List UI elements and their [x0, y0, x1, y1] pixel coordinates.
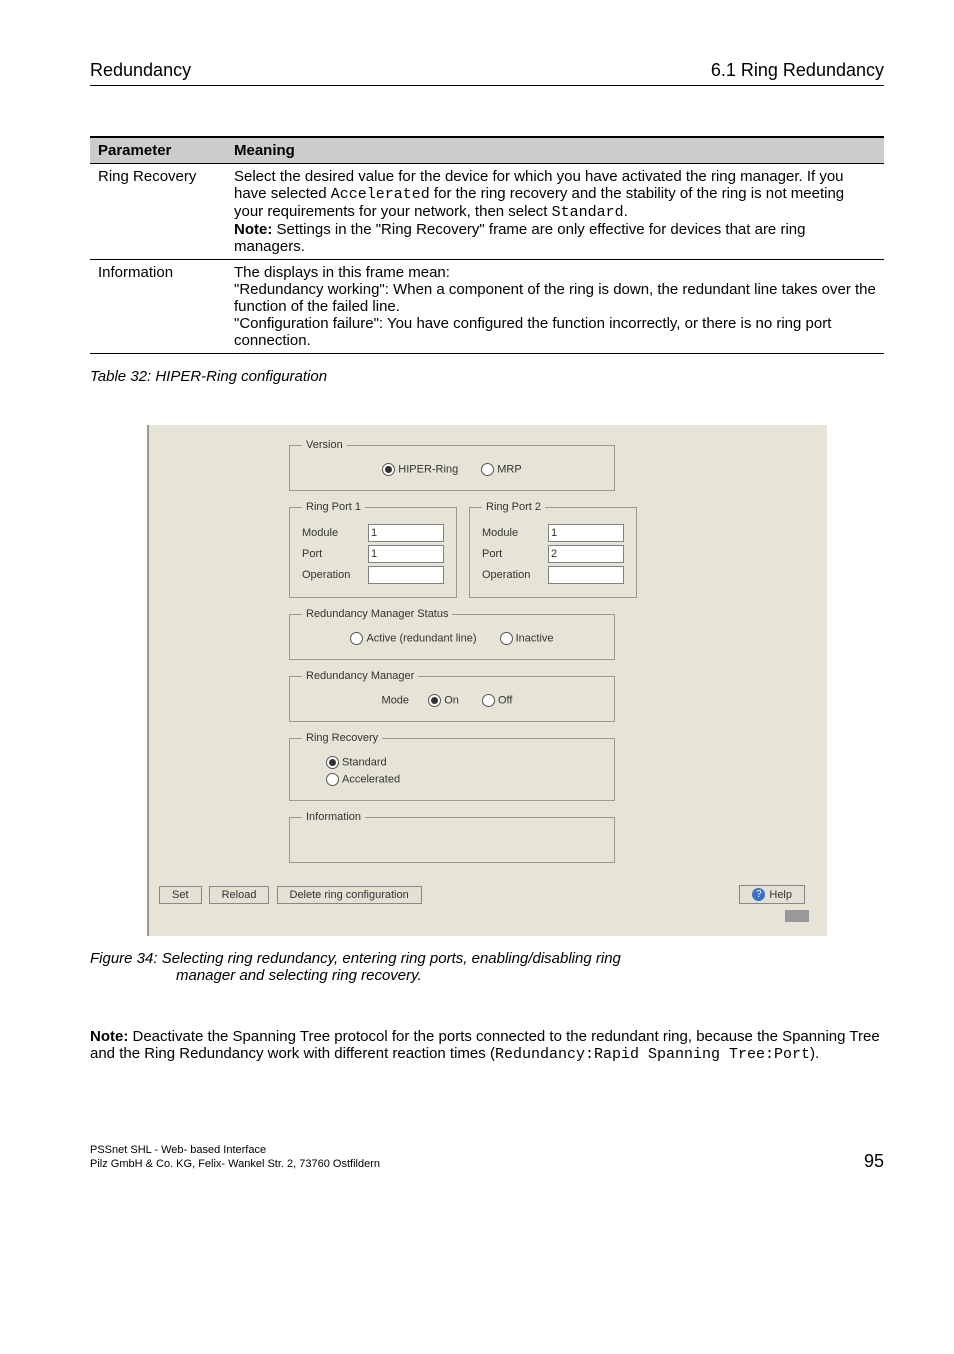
- dialog-panel: Version HIPER-Ring MRP Ring Port 1 Modul…: [147, 425, 827, 936]
- label: Inactive: [516, 632, 554, 644]
- module-2-input[interactable]: 1: [548, 524, 624, 542]
- rms-legend: Redundancy Manager Status: [302, 608, 452, 620]
- ring-port-2-legend: Ring Port 2: [482, 501, 545, 513]
- version-mrp-option[interactable]: MRP: [481, 463, 521, 476]
- param-meaning-information: The displays in this frame mean: "Redund…: [226, 260, 884, 354]
- label: Off: [498, 694, 512, 706]
- footer-left: PSSnet SHL - Web- based Interface Pilz G…: [90, 1143, 380, 1172]
- mode-off-option[interactable]: Off: [482, 694, 512, 707]
- table-header-row: Parameter Meaning: [90, 137, 884, 164]
- header-right: 6.1 Ring Redundancy: [711, 60, 884, 81]
- radio-icon: [500, 632, 513, 645]
- page-footer: PSSnet SHL - Web- based Interface Pilz G…: [90, 1143, 884, 1172]
- param-meaning-ring-recovery: Select the desired value for the device …: [226, 164, 884, 260]
- rr-legend: Ring Recovery: [302, 732, 382, 744]
- radio-icon: [326, 773, 339, 786]
- resize-grip-icon: [785, 910, 809, 922]
- port-label: Port: [302, 548, 360, 560]
- module-1-input[interactable]: 1: [368, 524, 444, 542]
- help-button[interactable]: ? Help: [739, 885, 805, 904]
- operation-1-display: [368, 566, 444, 584]
- col-parameter: Parameter: [90, 137, 226, 164]
- label: Accelerated: [342, 773, 400, 785]
- running-header: Redundancy 6.1 Ring Redundancy: [90, 60, 884, 81]
- rr-standard-option[interactable]: Standard: [326, 756, 602, 769]
- operation-2-display: [548, 566, 624, 584]
- text: .: [624, 203, 628, 220]
- radio-selected-icon: [326, 756, 339, 769]
- table-row: Ring Recovery Select the desired value f…: [90, 164, 884, 260]
- version-options: HIPER-Ring MRP: [302, 459, 602, 480]
- port-2-input[interactable]: 2: [548, 545, 624, 563]
- table-caption: Table 32: HIPER-Ring configuration: [90, 368, 884, 385]
- rms-inactive-option[interactable]: Inactive: [500, 632, 554, 645]
- code: Standard: [552, 204, 624, 221]
- page-number: 95: [864, 1151, 884, 1172]
- rm-legend: Redundancy Manager: [302, 670, 418, 682]
- note-text: ).: [810, 1045, 819, 1062]
- figure-caption: Figure 34: Selecting ring redundancy, en…: [90, 950, 884, 984]
- redundancy-manager-status-group: Redundancy Manager Status Active (redund…: [289, 608, 615, 660]
- mode-on-option[interactable]: On: [428, 694, 459, 707]
- footer-line-2: Pilz GmbH & Co. KG, Felix- Wankel Str. 2…: [90, 1158, 380, 1170]
- information-group: Information: [289, 811, 615, 863]
- note-text: Settings in the "Ring Recovery" frame ar…: [234, 221, 805, 255]
- version-group: Version HIPER-Ring MRP: [289, 439, 615, 491]
- module-label: Module: [302, 527, 360, 539]
- operation-label: Operation: [482, 569, 540, 581]
- ring-port-1-group: Ring Port 1 Module 1 Port 1 Operation: [289, 501, 457, 598]
- parameters-table: Parameter Meaning Ring Recovery Select t…: [90, 136, 884, 354]
- header-rule: [90, 85, 884, 86]
- col-meaning: Meaning: [226, 137, 884, 164]
- operation-label: Operation: [302, 569, 360, 581]
- radio-selected-icon: [382, 463, 395, 476]
- param-name-information: Information: [90, 260, 226, 354]
- redundancy-manager-group: Redundancy Manager Mode On Off: [289, 670, 615, 722]
- delete-ring-config-button[interactable]: Delete ring configuration: [277, 886, 422, 904]
- page: Redundancy 6.1 Ring Redundancy Parameter…: [0, 0, 954, 1222]
- caption-line-1: Figure 34: Selecting ring redundancy, en…: [90, 950, 621, 967]
- port-1-input[interactable]: 1: [368, 545, 444, 563]
- rr-accelerated-option[interactable]: Accelerated: [326, 773, 602, 786]
- ring-port-1-legend: Ring Port 1: [302, 501, 365, 513]
- mode-label: Mode: [382, 694, 410, 706]
- button-bar-left: Set Reload Delete ring configuration: [159, 886, 426, 904]
- ring-port-2-group: Ring Port 2 Module 1 Port 2 Operation: [469, 501, 637, 598]
- note-bold: Note:: [90, 1028, 128, 1045]
- reload-button[interactable]: Reload: [209, 886, 270, 904]
- radio-icon: [481, 463, 494, 476]
- version-legend: Version: [302, 439, 347, 451]
- module-label: Module: [482, 527, 540, 539]
- note-bold: Note:: [234, 221, 272, 238]
- note-paragraph: Note: Deactivate the Spanning Tree proto…: [90, 1028, 884, 1063]
- param-name-ring-recovery: Ring Recovery: [90, 164, 226, 260]
- radio-icon: [350, 632, 363, 645]
- set-button[interactable]: Set: [159, 886, 202, 904]
- label: HIPER-Ring: [398, 463, 458, 475]
- caption-line-2: manager and selecting ring recovery.: [90, 967, 884, 984]
- rms-active-option[interactable]: Active (redundant line): [350, 632, 476, 645]
- screenshot-figure: Version HIPER-Ring MRP Ring Port 1 Modul…: [147, 425, 827, 936]
- info-legend: Information: [302, 811, 365, 823]
- version-hiper-ring-option[interactable]: HIPER-Ring: [382, 463, 458, 476]
- ring-recovery-group: Ring Recovery Standard Accelerated: [289, 732, 615, 801]
- port-label: Port: [482, 548, 540, 560]
- footer-line-1: PSSnet SHL - Web- based Interface: [90, 1144, 266, 1156]
- header-left: Redundancy: [90, 60, 191, 81]
- table-row: Information The displays in this frame m…: [90, 260, 884, 354]
- label: MRP: [497, 463, 521, 475]
- label: Active (redundant line): [366, 632, 476, 644]
- code: Accelerated: [331, 186, 430, 203]
- label: Help: [769, 889, 792, 901]
- label: On: [444, 694, 459, 706]
- help-icon: ?: [752, 888, 765, 901]
- radio-icon: [482, 694, 495, 707]
- code: Redundancy:Rapid Spanning Tree:Port: [495, 1046, 810, 1063]
- radio-selected-icon: [428, 694, 441, 707]
- label: Standard: [342, 756, 387, 768]
